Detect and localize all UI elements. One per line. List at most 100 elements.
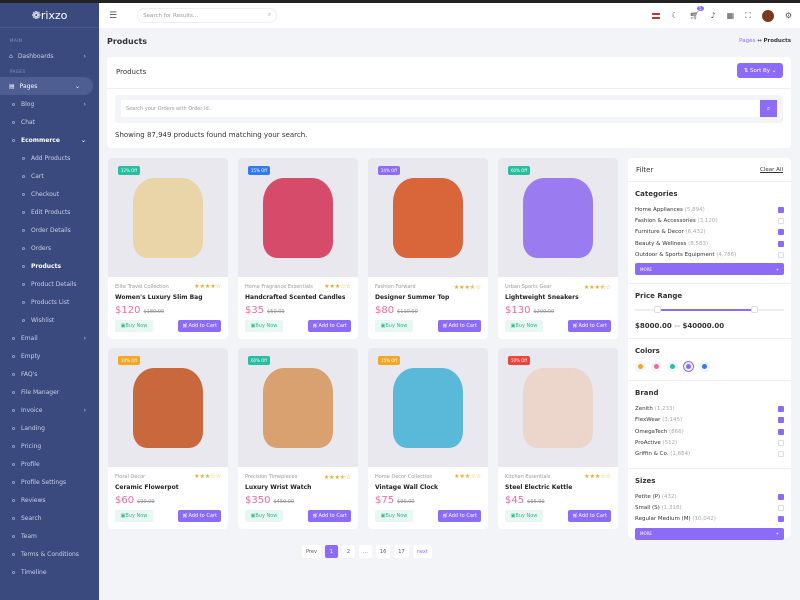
checkbox[interactable] <box>778 240 784 247</box>
sidebar-item-profile[interactable]: Profile <box>0 455 99 473</box>
filter-option[interactable]: FlexWear (3,145) <box>635 415 784 426</box>
product-card[interactable]: 60% Off Urban Sports Gear ★★★⯪☆ Lightweight… <box>498 158 618 339</box>
add-to-cart-button[interactable]: 🛒︎ Add to Cart <box>568 510 611 522</box>
sidebar-item-terms-conditions[interactable]: Terms & Conditions <box>0 545 99 563</box>
buy-now-button[interactable]: ▣ Buy Now <box>245 320 283 332</box>
buy-now-button[interactable]: ▣ Buy Now <box>375 510 413 522</box>
header-search-input[interactable]: Search for Results... ⌕ <box>137 8 278 23</box>
color-swatch[interactable] <box>651 361 662 373</box>
buy-now-button[interactable]: ▣ Buy Now <box>375 320 413 332</box>
more-sizes-button[interactable]: MORE + <box>635 527 784 540</box>
checkbox[interactable] <box>778 251 784 258</box>
price-range-slider[interactable] <box>635 306 784 314</box>
add-to-cart-button[interactable]: 🛒︎ Add to Cart <box>568 320 611 332</box>
filter-option[interactable]: Petite (P) (432) <box>635 491 784 502</box>
filter-option[interactable]: Small (S) (1,318) <box>635 502 784 513</box>
sidebar-item-wishlist[interactable]: Wishlist <box>0 311 99 329</box>
sidebar-item-orders[interactable]: Orders <box>0 239 99 257</box>
page-16[interactable]: 16 <box>375 545 391 558</box>
filter-option[interactable]: Fashion & Accessories (3,120) <box>635 215 784 226</box>
logo[interactable]: ❁ rixzo <box>0 3 99 28</box>
product-card[interactable]: 10% Off Floral Decor ★★★☆☆ Ceramic Flowerpo… <box>108 348 228 529</box>
bell-icon[interactable]: ♪ <box>710 11 716 20</box>
buy-now-button[interactable]: ▣ Buy Now <box>115 510 153 522</box>
sidebar-item-checkout[interactable]: Checkout <box>0 185 99 203</box>
checkbox[interactable] <box>778 428 784 435</box>
next-button[interactable]: next <box>412 545 432 558</box>
page-17[interactable]: 17 <box>394 545 409 558</box>
sidebar-item-cart[interactable]: Cart <box>0 167 99 185</box>
moon-icon[interactable]: ☾ <box>671 11 679 20</box>
us-flag-icon[interactable] <box>652 12 661 19</box>
sidebar-item-file-manager[interactable]: File Manager <box>0 383 99 401</box>
sidebar-item-blog[interactable]: Blog › <box>0 95 99 113</box>
breadcrumb-pages[interactable]: Pages <box>739 38 756 44</box>
checkbox[interactable] <box>778 417 784 424</box>
sidebar-item-products[interactable]: Products <box>0 257 99 275</box>
product-card[interactable]: 60% Off Precision Timepieces ★★★⯪☆ Luxury W… <box>238 348 358 529</box>
checkbox[interactable] <box>778 504 784 511</box>
product-card[interactable]: 24% Off Fashion Forward ★★★⯪☆ Designer Summ… <box>368 158 488 339</box>
prev-button[interactable]: Prev <box>302 545 321 558</box>
product-image[interactable]: 60% Off <box>238 348 358 467</box>
sidebar-item-faq-s[interactable]: FAQ's <box>0 365 99 383</box>
sidebar-item-search[interactable]: Search <box>0 509 99 527</box>
add-to-cart-button[interactable]: 🛒︎ Add to Cart <box>308 320 351 332</box>
product-image[interactable]: 50% Off <box>498 348 618 467</box>
sidebar-item-add-products[interactable]: Add Products <box>0 149 99 167</box>
sidebar-item-invoice[interactable]: Invoice › <box>0 401 99 419</box>
checkbox[interactable] <box>778 440 784 447</box>
filter-option[interactable]: ProActive (512) <box>635 437 784 448</box>
checkbox[interactable] <box>778 206 784 213</box>
fullscreen-icon[interactable]: ⛶ <box>745 10 751 20</box>
apps-grid-icon[interactable]: ▦ <box>726 11 735 20</box>
buy-now-button[interactable]: ▣ Buy Now <box>245 510 283 522</box>
product-card[interactable]: 50% Off Kitchen Essentials ★★★☆☆ Steel Elec… <box>498 348 618 529</box>
more-categories-button[interactable]: MORE + <box>635 263 784 276</box>
sidebar-item-products-list[interactable]: Products List <box>0 293 99 311</box>
sidebar-item-ecommerce[interactable]: Ecommerce ⌄ <box>0 131 99 149</box>
search-button[interactable]: ⌕ <box>760 100 777 117</box>
add-to-cart-button[interactable]: 🛒︎ Add to Cart <box>178 510 221 522</box>
product-image[interactable]: 15% Off <box>368 348 488 467</box>
product-image[interactable]: 15% Off <box>238 158 358 277</box>
gear-icon[interactable]: ⚙ <box>784 11 792 20</box>
color-swatch[interactable] <box>699 361 710 373</box>
range-max-handle[interactable] <box>751 306 759 314</box>
sidebar-item-team[interactable]: Team <box>0 527 99 545</box>
sidebar-item-pages[interactable]: ▤ Pages ⌄ <box>0 77 93 95</box>
color-swatch[interactable] <box>667 361 678 373</box>
filter-option[interactable]: Beauty & Wellness (8,583) <box>635 238 784 249</box>
page-1[interactable]: 1 <box>324 545 338 558</box>
checkbox[interactable] <box>778 229 784 236</box>
sidebar-item-product-details[interactable]: Product Details <box>0 275 99 293</box>
product-card[interactable]: 15% Off Home Decor Collection ★★★☆☆ Vintage… <box>368 348 488 529</box>
add-to-cart-button[interactable]: 🛒︎ Add to Cart <box>308 510 351 522</box>
cart-icon[interactable]: 🛒︎ 5 <box>689 6 704 20</box>
product-card[interactable]: 15% Off Home Fragrance Essentials ★★★☆☆ Han… <box>238 158 358 339</box>
sidebar-item-empty[interactable]: Empty <box>0 347 99 365</box>
filter-option[interactable]: Home Appliances (5,894) <box>635 204 784 215</box>
add-to-cart-button[interactable]: 🛒︎ Add to Cart <box>438 510 481 522</box>
sidebar-item-email[interactable]: Email › <box>0 329 99 347</box>
product-image[interactable]: 10% Off <box>108 348 228 467</box>
filter-option[interactable]: OmegaTech (866) <box>635 426 784 437</box>
checkbox[interactable] <box>778 217 784 224</box>
range-min-handle[interactable] <box>654 306 662 314</box>
color-swatch[interactable] <box>635 361 646 373</box>
sidebar-item-dashboards[interactable]: ⌂ Dashboards › <box>0 47 99 65</box>
checkbox[interactable] <box>778 451 784 458</box>
sidebar-item-chat[interactable]: Chat <box>0 113 99 131</box>
sidebar-item-pricing[interactable]: Pricing <box>0 437 99 455</box>
product-image[interactable]: 24% Off <box>368 158 488 277</box>
order-search-input[interactable]: Search your Orders with Order Id.. <box>121 100 761 117</box>
page-2[interactable]: 2 <box>341 545 355 558</box>
menu-toggle-icon[interactable]: ☰ <box>109 10 118 21</box>
filter-option[interactable]: Outdoor & Sports Equipment (4,786) <box>635 249 784 260</box>
checkbox[interactable] <box>778 493 784 500</box>
clear-all-link[interactable]: Clear All <box>760 166 783 173</box>
sidebar-item-order-details[interactable]: Order Details <box>0 221 99 239</box>
sidebar-item-edit-products[interactable]: Edit Products <box>0 203 99 221</box>
product-card[interactable]: 12% Off Elite Travel Collection ★★★★☆ Women… <box>108 158 228 339</box>
checkbox[interactable] <box>778 516 784 523</box>
